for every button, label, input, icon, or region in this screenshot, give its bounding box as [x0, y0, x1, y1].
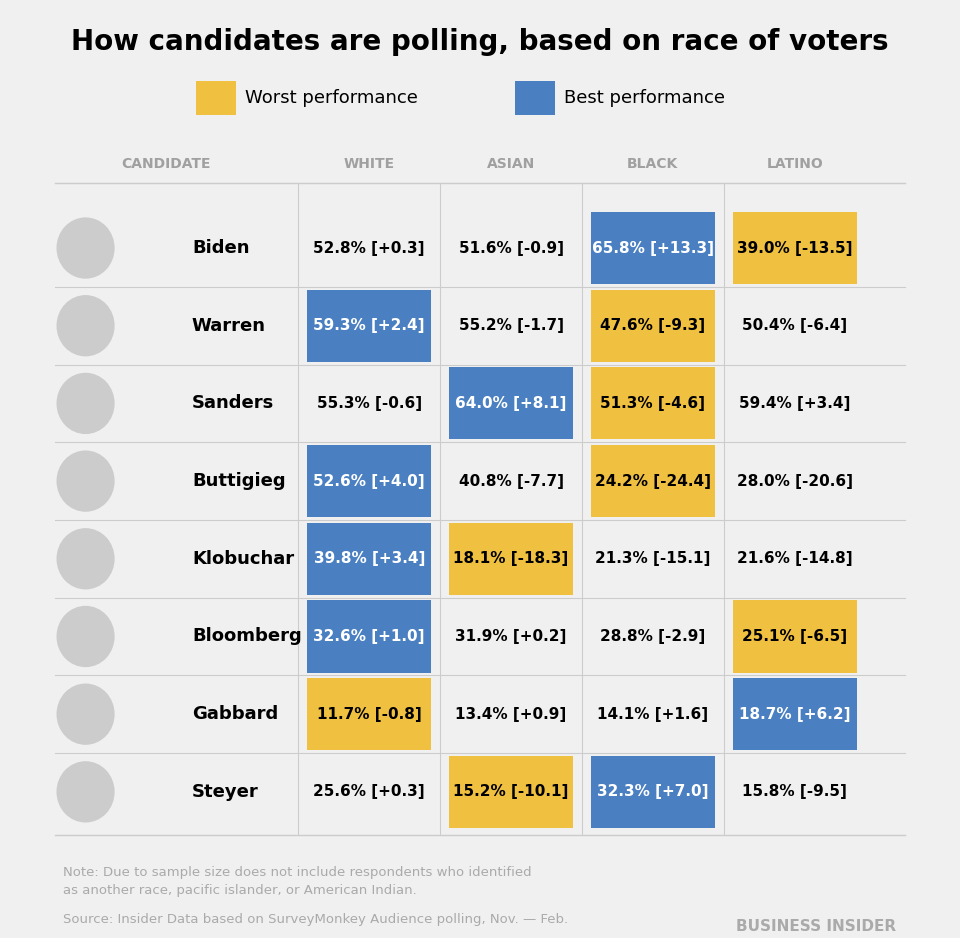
- Text: Gabbard: Gabbard: [192, 705, 278, 723]
- Text: BUSINESS INSIDER: BUSINESS INSIDER: [736, 919, 897, 934]
- Text: 32.6% [+1.0]: 32.6% [+1.0]: [314, 629, 425, 644]
- Text: 51.3% [-4.6]: 51.3% [-4.6]: [600, 396, 706, 411]
- Text: 52.8% [+0.3]: 52.8% [+0.3]: [314, 240, 425, 255]
- Text: WHITE: WHITE: [344, 157, 395, 171]
- Text: 25.1% [-6.5]: 25.1% [-6.5]: [742, 629, 848, 644]
- FancyBboxPatch shape: [516, 82, 555, 115]
- Text: 21.6% [-14.8]: 21.6% [-14.8]: [737, 552, 852, 567]
- Text: 28.0% [-20.6]: 28.0% [-20.6]: [736, 474, 852, 489]
- FancyBboxPatch shape: [732, 600, 856, 673]
- Text: BLACK: BLACK: [627, 157, 679, 171]
- Text: 18.1% [-18.3]: 18.1% [-18.3]: [453, 552, 568, 567]
- FancyBboxPatch shape: [590, 212, 715, 284]
- Text: How candidates are polling, based on race of voters: How candidates are polling, based on rac…: [71, 28, 889, 56]
- Text: Buttigieg: Buttigieg: [192, 472, 285, 490]
- Text: 47.6% [-9.3]: 47.6% [-9.3]: [600, 318, 706, 333]
- Text: 51.6% [-0.9]: 51.6% [-0.9]: [459, 240, 564, 255]
- FancyBboxPatch shape: [590, 368, 715, 439]
- Circle shape: [58, 529, 114, 589]
- Text: Worst performance: Worst performance: [245, 89, 418, 107]
- Text: 59.3% [+2.4]: 59.3% [+2.4]: [314, 318, 425, 333]
- FancyBboxPatch shape: [307, 445, 431, 517]
- Text: 55.3% [-0.6]: 55.3% [-0.6]: [317, 396, 421, 411]
- FancyBboxPatch shape: [590, 445, 715, 517]
- Text: 13.4% [+0.9]: 13.4% [+0.9]: [455, 706, 566, 721]
- Text: 55.2% [-1.7]: 55.2% [-1.7]: [459, 318, 564, 333]
- Text: 31.9% [+0.2]: 31.9% [+0.2]: [455, 629, 566, 644]
- Circle shape: [58, 219, 114, 278]
- Text: Steyer: Steyer: [192, 783, 258, 801]
- Text: 28.8% [-2.9]: 28.8% [-2.9]: [600, 629, 706, 644]
- Text: 14.1% [+1.6]: 14.1% [+1.6]: [597, 706, 708, 721]
- Text: Best performance: Best performance: [564, 89, 725, 107]
- FancyBboxPatch shape: [590, 756, 715, 828]
- Text: 64.0% [+8.1]: 64.0% [+8.1]: [455, 396, 566, 411]
- Text: 18.7% [+6.2]: 18.7% [+6.2]: [739, 706, 851, 721]
- Text: 15.8% [-9.5]: 15.8% [-9.5]: [742, 784, 847, 799]
- Text: 52.6% [+4.0]: 52.6% [+4.0]: [313, 474, 425, 489]
- Text: 40.8% [-7.7]: 40.8% [-7.7]: [459, 474, 564, 489]
- Text: Bloomberg: Bloomberg: [192, 628, 301, 645]
- FancyBboxPatch shape: [197, 82, 236, 115]
- FancyBboxPatch shape: [307, 290, 431, 362]
- FancyBboxPatch shape: [307, 522, 431, 595]
- Text: CANDIDATE: CANDIDATE: [121, 157, 210, 171]
- Text: 59.4% [+3.4]: 59.4% [+3.4]: [739, 396, 851, 411]
- Text: 39.8% [+3.4]: 39.8% [+3.4]: [314, 552, 425, 567]
- FancyBboxPatch shape: [732, 212, 856, 284]
- Circle shape: [58, 762, 114, 822]
- Text: ASIAN: ASIAN: [487, 157, 535, 171]
- Text: Biden: Biden: [192, 239, 250, 257]
- FancyBboxPatch shape: [449, 368, 573, 439]
- FancyBboxPatch shape: [307, 678, 431, 750]
- Text: LATINO: LATINO: [766, 157, 823, 171]
- Circle shape: [58, 607, 114, 666]
- Text: 24.2% [-24.4]: 24.2% [-24.4]: [595, 474, 710, 489]
- FancyBboxPatch shape: [307, 600, 431, 673]
- Circle shape: [58, 684, 114, 744]
- Circle shape: [58, 373, 114, 433]
- Text: Klobuchar: Klobuchar: [192, 550, 294, 567]
- Text: Sanders: Sanders: [192, 394, 275, 413]
- Circle shape: [58, 451, 114, 511]
- Text: 15.2% [-10.1]: 15.2% [-10.1]: [453, 784, 568, 799]
- Text: 25.6% [+0.3]: 25.6% [+0.3]: [313, 784, 425, 799]
- Circle shape: [58, 295, 114, 356]
- Text: 50.4% [-6.4]: 50.4% [-6.4]: [742, 318, 848, 333]
- FancyBboxPatch shape: [449, 756, 573, 828]
- Text: Note: Due to sample size does not include respondents who identified
as another : Note: Due to sample size does not includ…: [63, 866, 532, 897]
- FancyBboxPatch shape: [449, 522, 573, 595]
- FancyBboxPatch shape: [590, 290, 715, 362]
- Text: Warren: Warren: [192, 317, 266, 335]
- Text: 65.8% [+13.3]: 65.8% [+13.3]: [592, 240, 714, 255]
- Text: 32.3% [+7.0]: 32.3% [+7.0]: [597, 784, 708, 799]
- FancyBboxPatch shape: [732, 678, 856, 750]
- Text: 39.0% [-13.5]: 39.0% [-13.5]: [737, 240, 852, 255]
- Text: 21.3% [-15.1]: 21.3% [-15.1]: [595, 552, 710, 567]
- Text: Source: Insider Data based on SurveyMonkey Audience polling, Nov. — Feb.: Source: Insider Data based on SurveyMonk…: [63, 913, 568, 926]
- Text: 11.7% [-0.8]: 11.7% [-0.8]: [317, 706, 421, 721]
